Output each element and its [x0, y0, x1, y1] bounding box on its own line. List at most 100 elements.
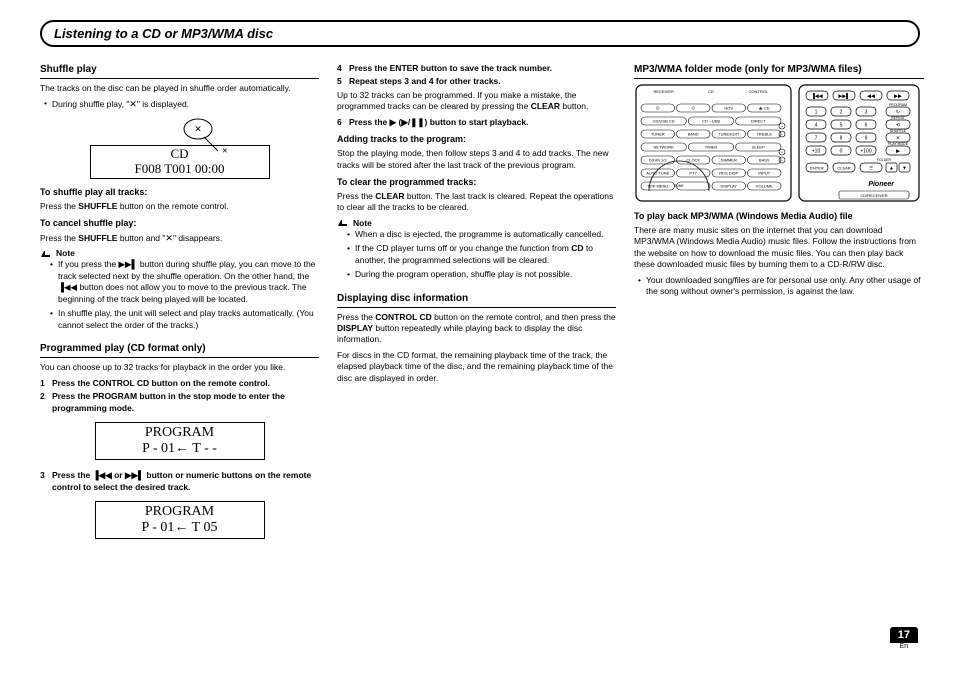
- svg-text:2: 2: [840, 110, 843, 116]
- svg-text:▼: ▼: [902, 166, 907, 172]
- shuffle-all-text: Press the SHUFFLE button on the remote c…: [40, 201, 319, 212]
- svg-text:SLEEP: SLEEP: [752, 145, 765, 150]
- shuffle-cancel-text: Press the SHUFFLE button and "✕" disappe…: [40, 232, 319, 244]
- note-label: Note: [40, 248, 319, 259]
- svg-text:−: −: [781, 132, 784, 137]
- svg-text:7: 7: [815, 136, 818, 142]
- svg-text:✕: ✕: [896, 136, 900, 142]
- svg-text:CD/RECEIVER: CD/RECEIVER: [860, 193, 887, 198]
- svg-text:⏏ CD: ⏏ CD: [759, 106, 770, 111]
- clear-text: Press the CLEAR button. The last track i…: [337, 191, 616, 214]
- svg-text:▶: ▶: [896, 149, 900, 155]
- mp3-play-text: There are many music sites on the intern…: [634, 225, 924, 271]
- svg-text:PTY: PTY: [689, 171, 697, 176]
- svg-text:VOLUME: VOLUME: [756, 184, 773, 189]
- content-columns: Shuffle play The tracks on the disc can …: [40, 63, 924, 549]
- svg-text:FOLDER: FOLDER: [877, 158, 892, 162]
- program-after-5: Up to 32 tracks can be programmed. If yo…: [337, 90, 616, 113]
- svg-text:Pioneer: Pioneer: [868, 181, 895, 188]
- svg-text:BASS: BASS: [759, 158, 770, 163]
- column-2: 4Press the ENTER button to save the trac…: [337, 63, 616, 549]
- svg-text:⏻: ⏻: [692, 106, 696, 111]
- program-heading: Programmed play (CD format only): [40, 342, 319, 358]
- svg-text:TUNE: TUNE: [674, 184, 684, 188]
- svg-text:SHUFFLE: SHUFFLE: [890, 129, 907, 133]
- program-step-6: 6Press the ▶ (▶/❚❚) button to start play…: [337, 117, 616, 128]
- svg-text:CD/USB CD: CD/USB CD: [653, 119, 675, 124]
- svg-text:⟲: ⟲: [896, 123, 901, 129]
- svg-text:▶▶▌: ▶▶▌: [838, 93, 849, 100]
- svg-text:REPEAT: REPEAT: [891, 116, 906, 120]
- svg-text:0: 0: [840, 149, 843, 155]
- shuffle-note-1: If you press the ▶▶▌ button during shuff…: [40, 259, 319, 305]
- shuffle-bullet: During shuffle play, "✕" is displayed.: [40, 98, 319, 110]
- svg-text:☰: ☰: [869, 166, 873, 171]
- program-step-4: 4Press the ENTER button to save the trac…: [337, 63, 616, 74]
- column-3: MP3/WMA folder mode (only for MP3/WMA fi…: [634, 63, 924, 549]
- svg-text:RDS DISP: RDS DISP: [719, 171, 738, 176]
- svg-text:DIGIN 1/2: DIGIN 1/2: [649, 158, 668, 163]
- svg-text:PROGRAM: PROGRAM: [889, 103, 907, 107]
- svg-text:1: 1: [815, 110, 818, 116]
- disp-text-2: For discs in the CD format, the remainin…: [337, 350, 616, 384]
- program-display-2: PROGRAM P - 01← T 05: [95, 501, 265, 539]
- shuffle-note-2: In shuffle play, the unit will select an…: [40, 308, 319, 331]
- cd-display-box: CD F008 T001 00:00: [90, 145, 270, 179]
- svg-text:INPUT: INPUT: [758, 171, 771, 176]
- program-step-3: 3Press the ▐◀◀ or ▶▶▌ button or numeric …: [40, 470, 319, 493]
- svg-text:6: 6: [865, 123, 868, 129]
- svg-text:BAND: BAND: [688, 132, 699, 137]
- svg-text:+: +: [781, 124, 784, 129]
- svg-text:DISPLAY: DISPLAY: [720, 184, 737, 189]
- adding-text: Stop the playing mode, then follow steps…: [337, 148, 616, 171]
- shuffle-icon: ✕: [129, 98, 137, 110]
- svg-text:▐◀◀: ▐◀◀: [811, 93, 822, 100]
- svg-text:TREBLE: TREBLE: [756, 132, 772, 137]
- svg-text:+: +: [781, 150, 784, 155]
- col2-note-3: During the program operation, shuffle pl…: [337, 269, 616, 280]
- mp3-heading: MP3/WMA folder mode (only for MP3/WMA fi…: [634, 63, 924, 79]
- svg-text:↻: ↻: [896, 110, 900, 116]
- page-number: 17 En: [890, 627, 918, 650]
- svg-text:−: −: [781, 158, 784, 163]
- svg-text:PLAY MODE: PLAY MODE: [888, 142, 909, 146]
- adding-heading: Adding tracks to the program:: [337, 134, 616, 146]
- note-icon: [40, 250, 52, 258]
- svg-text:DIRECT: DIRECT: [751, 119, 766, 124]
- col2-note-1: When a disc is ejected, the programme is…: [337, 229, 616, 240]
- svg-text:5: 5: [840, 123, 843, 129]
- svg-text:+100: +100: [860, 149, 871, 155]
- clear-heading: To clear the programmed tracks:: [337, 177, 616, 189]
- section-title: Listening to a CD or MP3/WMA disc: [54, 26, 273, 41]
- svg-text:RECEIVER: RECEIVER: [653, 89, 674, 94]
- shuffle-heading: Shuffle play: [40, 63, 319, 79]
- svg-text:9: 9: [865, 136, 868, 142]
- program-step-1: 1Press the CONTROL CD button on the remo…: [40, 378, 319, 389]
- svg-text:CONTROL: CONTROL: [749, 89, 769, 94]
- mp3-bullet-1: Your downloaded song/files are for perso…: [634, 275, 924, 298]
- svg-text:TIMER: TIMER: [705, 145, 718, 150]
- disp-text-1: Press the CONTROL CD button on the remot…: [337, 312, 616, 346]
- program-intro: You can choose up to 32 tracks for playb…: [40, 362, 319, 373]
- program-display-1: PROGRAM P - 01← T - -: [95, 422, 265, 460]
- svg-text:TUNE/EDIT: TUNE/EDIT: [718, 132, 740, 137]
- program-step-5: 5Repeat steps 3 and 4 for other tracks.: [337, 76, 616, 87]
- svg-text:CD: CD: [708, 89, 714, 94]
- svg-text:TOP MENU: TOP MENU: [647, 184, 668, 189]
- svg-text:DIMMER: DIMMER: [721, 158, 737, 163]
- cd-display-figure: ✕ ✕ CD F008 T001 00:00: [80, 117, 280, 179]
- disp-heading: Displaying disc information: [337, 292, 616, 308]
- shuffle-cancel-heading: To cancel shuffle play:: [40, 218, 319, 230]
- svg-text:ENTER: ENTER: [810, 166, 824, 171]
- svg-text:8: 8: [840, 136, 843, 142]
- shuffle-intro: The tracks on the disc can be played in …: [40, 83, 319, 94]
- svg-text:TUNER: TUNER: [651, 132, 665, 137]
- svg-text:▲: ▲: [889, 166, 894, 172]
- svg-text:▶▶: ▶▶: [894, 94, 902, 100]
- svg-text:+10: +10: [812, 149, 821, 155]
- svg-text:NETWORK: NETWORK: [653, 145, 674, 150]
- col2-note-2: If the CD player turns off or you change…: [337, 243, 616, 266]
- svg-text:NOV: NOV: [724, 106, 733, 111]
- svg-text:✕: ✕: [194, 124, 202, 134]
- shuffle-all-heading: To shuffle play all tracks:: [40, 187, 319, 199]
